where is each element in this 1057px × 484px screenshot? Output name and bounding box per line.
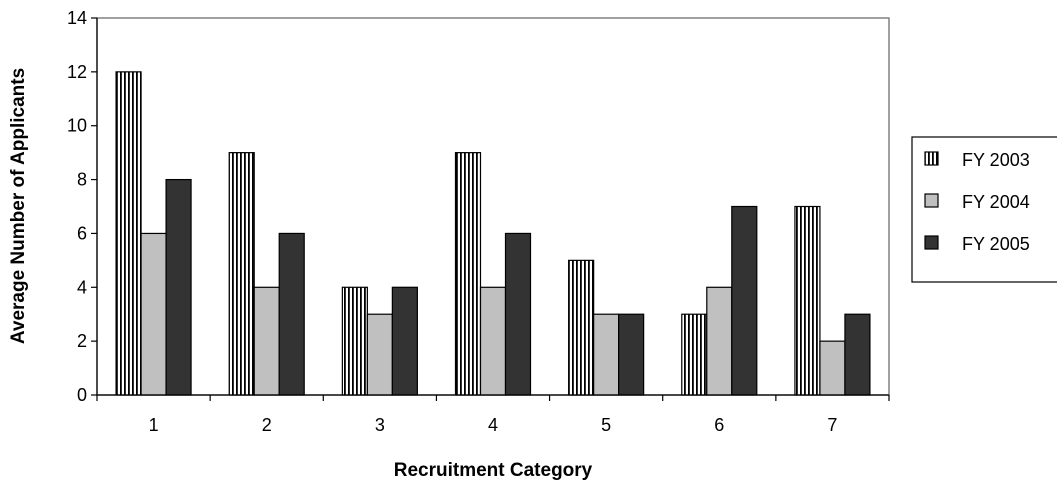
y-axis-title: Average Number of Applicants — [8, 68, 29, 344]
legend-label-fy-2004: FY 2004 — [962, 192, 1030, 212]
bar-fy-2003-cat-4 — [454, 152, 482, 396]
y-tick-label: 14 — [67, 8, 87, 28]
axes — [91, 17, 890, 401]
bar-fy-2003-cat-5 — [568, 259, 595, 396]
bar-fy-2003-cat-3 — [341, 286, 368, 396]
bar-fy-2004-cat-1 — [140, 232, 167, 396]
legend-label-fy-2005: FY 2005 — [962, 234, 1030, 254]
x-tick-label: 3 — [375, 415, 385, 435]
legend-label-fy-2003: FY 2003 — [962, 150, 1030, 170]
y-tick-labels: 0 2 4 6 8 10 12 14 — [67, 8, 87, 405]
bar-fy-2005-cat-1 — [165, 178, 192, 396]
x-tick-labels: 1 2 3 4 5 6 7 — [149, 415, 838, 435]
bar-fy-2003-cat-6 — [681, 313, 708, 396]
bar-fy-2005-cat-3 — [391, 286, 418, 396]
y-tick-label: 0 — [77, 385, 87, 405]
bar-fy-2005-cat-6 — [731, 205, 758, 396]
x-tick-label: 6 — [714, 415, 724, 435]
x-tick-label: 2 — [262, 415, 272, 435]
bar-fy-2003-cat-1 — [115, 71, 142, 396]
bar-fy-2004-cat-7 — [819, 340, 846, 396]
y-tick-label: 8 — [77, 170, 87, 190]
x-tick-label: 1 — [149, 415, 159, 435]
x-axis-title: Recruitment Category — [394, 460, 593, 481]
legend-swatch-fy-2005 — [924, 235, 939, 250]
legend-swatch-fy-2003 — [924, 151, 939, 166]
legend-swatch-fy-2004 — [924, 193, 939, 208]
y-tick-label: 2 — [77, 331, 87, 351]
y-tick-label: 12 — [67, 62, 87, 82]
y-tick-label: 10 — [67, 116, 87, 136]
x-tick-label: 5 — [601, 415, 611, 435]
bar-fy-2004-cat-2 — [253, 286, 280, 396]
bar-fy-2003-cat-2 — [228, 152, 255, 396]
bar-fy-2005-cat-4 — [504, 232, 532, 396]
bar-fy-2004-cat-4 — [479, 286, 507, 396]
legend: FY 2003 FY 2004 FY 2005 — [911, 136, 1057, 283]
bar-fy-2005-cat-7 — [844, 313, 871, 396]
bar-fy-2004-cat-5 — [593, 313, 620, 396]
x-tick-label: 4 — [488, 415, 498, 435]
bar-fy-2004-cat-3 — [366, 313, 393, 396]
bar-fy-2005-cat-2 — [278, 232, 305, 396]
x-tick-label: 7 — [827, 415, 837, 435]
bar-fy-2005-cat-5 — [618, 313, 645, 396]
bar-fy-2004-cat-6 — [706, 286, 733, 396]
bars — [115, 71, 871, 396]
y-tick-label: 4 — [77, 277, 87, 297]
y-tick-label: 6 — [77, 223, 87, 243]
bar-fy-2003-cat-7 — [794, 205, 821, 396]
